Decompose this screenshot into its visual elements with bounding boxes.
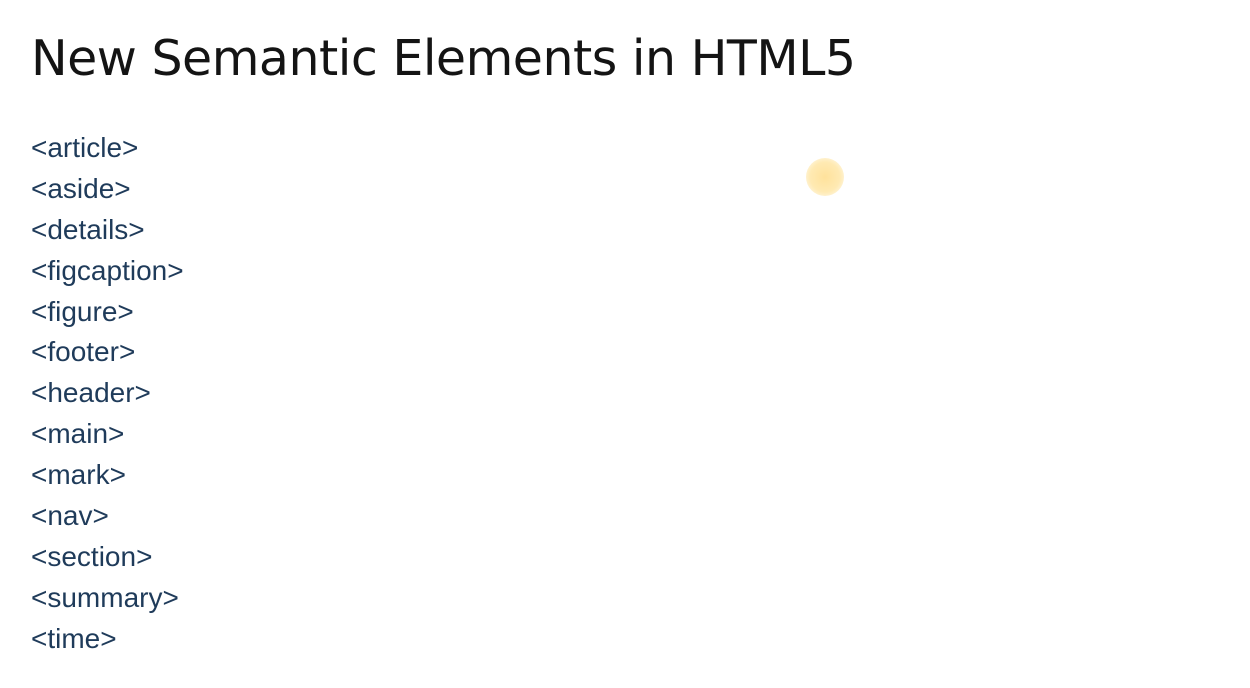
list-item-section: <section>: [31, 540, 153, 572]
list-item-footer: <footer>: [31, 336, 136, 368]
slide-title: New Semantic Elements in HTML5: [31, 30, 856, 87]
list-item-summary: <summary>: [31, 581, 179, 613]
list-item-aside: <aside>: [31, 172, 131, 204]
list-item-nav: <nav>: [31, 500, 109, 532]
cursor-highlight-icon: [806, 158, 844, 196]
list-item-details: <details>: [31, 213, 145, 245]
list-item-header: <header>: [31, 377, 151, 409]
list-item-figcaption: <figcaption>: [31, 254, 184, 286]
semantic-elements-list: <article> <aside> <details> <figcaption>…: [31, 128, 184, 660]
list-item-article: <article>: [31, 132, 139, 163]
list-item-mark: <mark>: [31, 459, 126, 491]
list-item-main: <main>: [31, 418, 125, 450]
list-item-time: <time>: [31, 622, 117, 654]
list-item-figure: <figure>: [31, 295, 134, 327]
